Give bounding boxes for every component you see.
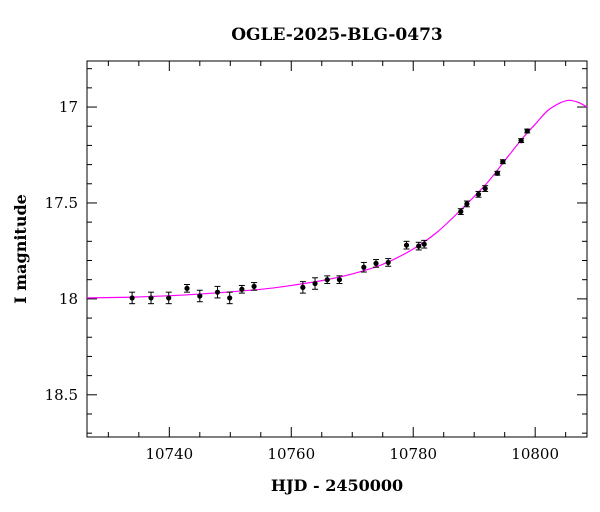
- data-point: [457, 208, 464, 215]
- data-marker: [373, 260, 379, 266]
- y-tick-label: 17: [59, 98, 78, 116]
- data-marker: [482, 185, 488, 192]
- model-curve: [87, 99, 587, 299]
- data-point: [165, 291, 172, 305]
- major-ticks: [87, 61, 587, 437]
- data-point: [129, 291, 136, 305]
- data-point: [482, 185, 489, 192]
- data-point: [463, 200, 470, 208]
- data-marker: [421, 241, 427, 247]
- plot-frame: [86, 60, 588, 438]
- data-point: [184, 283, 190, 293]
- data-point: [251, 282, 258, 291]
- data-point: [415, 241, 422, 251]
- data-marker: [494, 170, 500, 176]
- y-tick-label: 18: [59, 290, 78, 308]
- data-marker: [166, 295, 172, 301]
- data-point: [494, 170, 501, 176]
- data-point: [324, 275, 331, 285]
- data-marker: [324, 277, 330, 283]
- x-tick-label: 10760: [267, 445, 315, 463]
- data-point: [499, 159, 506, 165]
- data-marker: [336, 277, 343, 283]
- chart-title: OGLE-2025-BLG-0473: [231, 25, 443, 45]
- data-point: [518, 138, 525, 144]
- data-marker: [251, 283, 257, 290]
- data-point: [421, 239, 428, 249]
- data-marker: [464, 201, 470, 207]
- y-tick-label: 18.5: [45, 386, 78, 404]
- data-marker: [148, 295, 154, 301]
- x-tick-label: 10800: [511, 445, 559, 463]
- data-marker: [524, 128, 530, 134]
- y-tick-label: 17.5: [45, 194, 78, 212]
- data-point: [148, 291, 155, 305]
- x-axis-label: HJD - 2450000: [271, 476, 403, 495]
- data-point: [373, 259, 380, 268]
- data-marker: [214, 289, 221, 295]
- data-marker: [518, 138, 524, 144]
- data-marker: [300, 284, 306, 290]
- data-point: [196, 289, 203, 303]
- data-marker: [197, 293, 203, 299]
- data-point: [360, 261, 367, 273]
- data-point: [403, 240, 410, 250]
- data-point: [312, 277, 319, 290]
- data-marker: [416, 243, 422, 249]
- data-point: [524, 128, 531, 134]
- data-marker: [403, 242, 410, 248]
- x-tick-labels: 10740 10760 10780 10800: [145, 445, 559, 463]
- data-marker: [239, 286, 245, 292]
- data-marker: [129, 295, 135, 301]
- data-marker: [312, 280, 318, 287]
- data-point: [226, 291, 233, 305]
- data-point: [214, 285, 221, 299]
- data-points-layer: [129, 128, 531, 305]
- data-marker: [227, 295, 233, 301]
- y-tick-labels: 17 17.5 18 18.5: [45, 98, 78, 404]
- data-marker: [184, 285, 190, 291]
- data-point: [475, 190, 482, 198]
- y-axis-label: I magnitude: [11, 194, 30, 304]
- model-curve-layer: [87, 99, 587, 299]
- data-point: [385, 258, 392, 267]
- data-marker: [475, 191, 482, 197]
- data-marker: [500, 159, 506, 165]
- data-marker: [361, 264, 367, 270]
- data-marker: [458, 208, 464, 215]
- data-point: [238, 284, 245, 294]
- x-tick-label: 10780: [389, 445, 437, 463]
- data-point: [299, 281, 306, 294]
- x-tick-label: 10740: [145, 445, 193, 463]
- minor-ticks: [87, 61, 587, 437]
- data-marker: [385, 259, 391, 266]
- data-point: [336, 275, 343, 285]
